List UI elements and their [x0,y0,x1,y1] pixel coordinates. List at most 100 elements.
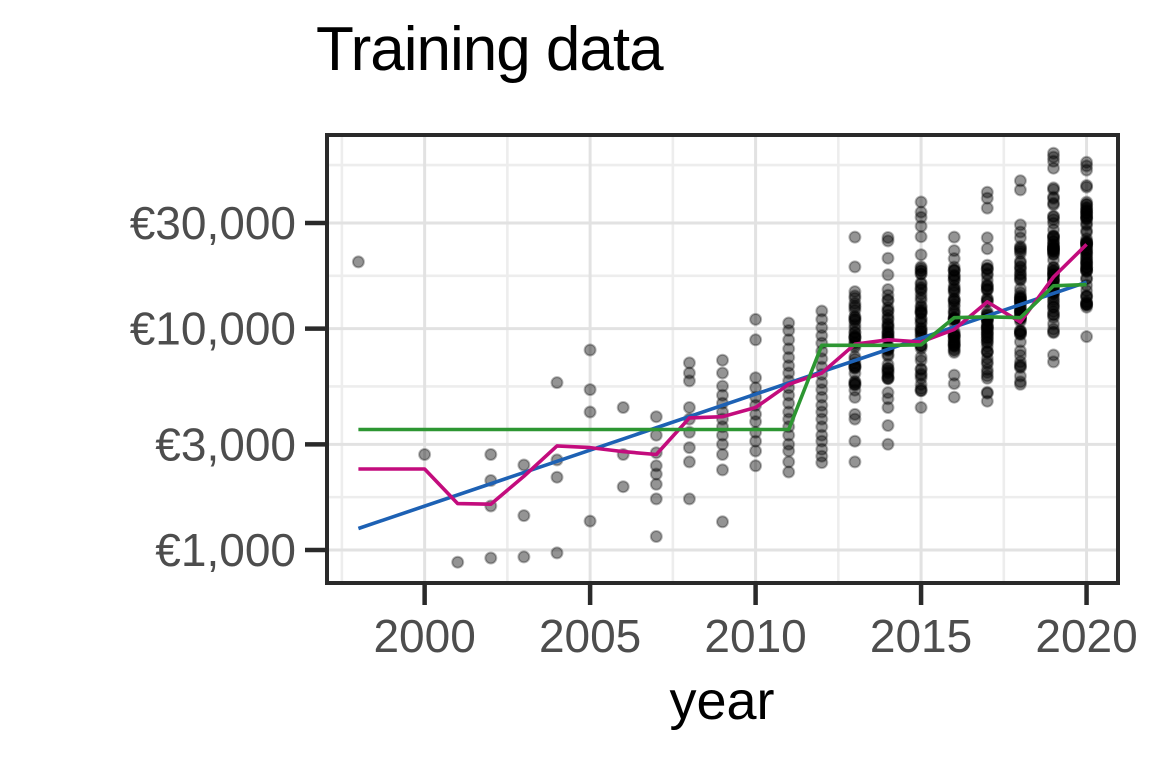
data-point [881,419,895,432]
data-point [914,401,928,414]
data-point [848,377,862,390]
data-point [848,329,862,343]
data-point [881,293,895,307]
data-point [980,320,994,334]
data-point [1047,295,1060,309]
data-point [1013,174,1027,188]
data-point [848,374,862,388]
data-point [914,264,928,278]
data-point [980,231,994,245]
data-point [848,289,862,303]
data-point [914,382,928,396]
data-point [1080,218,1094,232]
data-point [517,458,531,472]
data-point [1047,238,1060,252]
data-point [947,271,961,284]
data-point [1013,270,1027,284]
data-point [716,437,729,451]
data-point [881,268,895,282]
data-point [914,384,928,398]
data-point [947,298,961,311]
data-point [914,303,928,317]
data-point [1047,300,1060,314]
data-point [914,322,928,336]
data-point [1080,298,1094,312]
data-point [947,273,961,287]
data-point [1013,324,1027,337]
data-point [947,334,961,348]
data-point [881,369,895,383]
data-point [782,455,796,469]
data-point [914,283,928,297]
data-point [914,230,928,244]
data-point [947,252,961,266]
data-point [980,345,994,359]
data-point [848,390,862,404]
data-point [1047,146,1060,160]
data-point [1013,244,1027,258]
data-point [881,303,895,317]
data-point [848,325,862,339]
data-point [782,342,796,356]
data-point [649,428,663,442]
data-point [1013,231,1027,245]
data-point [1080,256,1094,269]
data-point [980,357,994,371]
data-point [1080,297,1094,310]
data-point [1013,289,1027,303]
data-point [1047,242,1060,256]
panel-background [327,135,1118,583]
data-point [881,362,895,375]
data-point [1013,326,1027,340]
data-point [782,465,796,479]
data-point [1013,358,1027,372]
x-tick-label: 2005 [539,610,641,662]
data-point [1013,267,1027,280]
data-point [815,442,829,456]
data-point [815,412,829,426]
data-point [881,301,895,314]
data-point [1013,325,1027,339]
data-point [1080,298,1094,312]
data-point [1047,243,1060,256]
gridlines-minor [327,135,1118,583]
data-point [1047,223,1060,237]
data-point [881,386,895,400]
data-point [848,361,862,375]
data-point [716,448,729,461]
data-point [1047,216,1060,230]
data-point [749,459,763,473]
data-point [914,264,928,278]
data-point [914,363,928,377]
data-point [1080,217,1094,230]
data-point [980,371,994,385]
data-point [1013,218,1027,232]
data-point [848,310,862,324]
data-point [682,356,696,370]
data-point [782,437,796,451]
data-point [1080,212,1094,226]
data-point [947,279,961,293]
data-point [1080,201,1094,215]
data-point [1080,246,1094,260]
data-point [1080,261,1094,274]
data-point [980,344,994,358]
data-point [914,261,928,275]
data-point [583,514,597,528]
data-point [418,448,432,461]
data-point [914,306,928,320]
data-point [1080,155,1094,169]
data-point [1080,246,1094,260]
data-point [947,337,961,350]
data-point [848,407,862,421]
data-point [782,388,796,402]
data-point [1047,307,1060,321]
data-point [914,300,928,314]
data-point [1047,198,1060,212]
data-point [980,386,994,400]
data-point [1013,327,1027,341]
data-point [682,401,696,414]
data-point [782,316,796,330]
data-point [947,338,961,352]
data-point [815,383,829,397]
